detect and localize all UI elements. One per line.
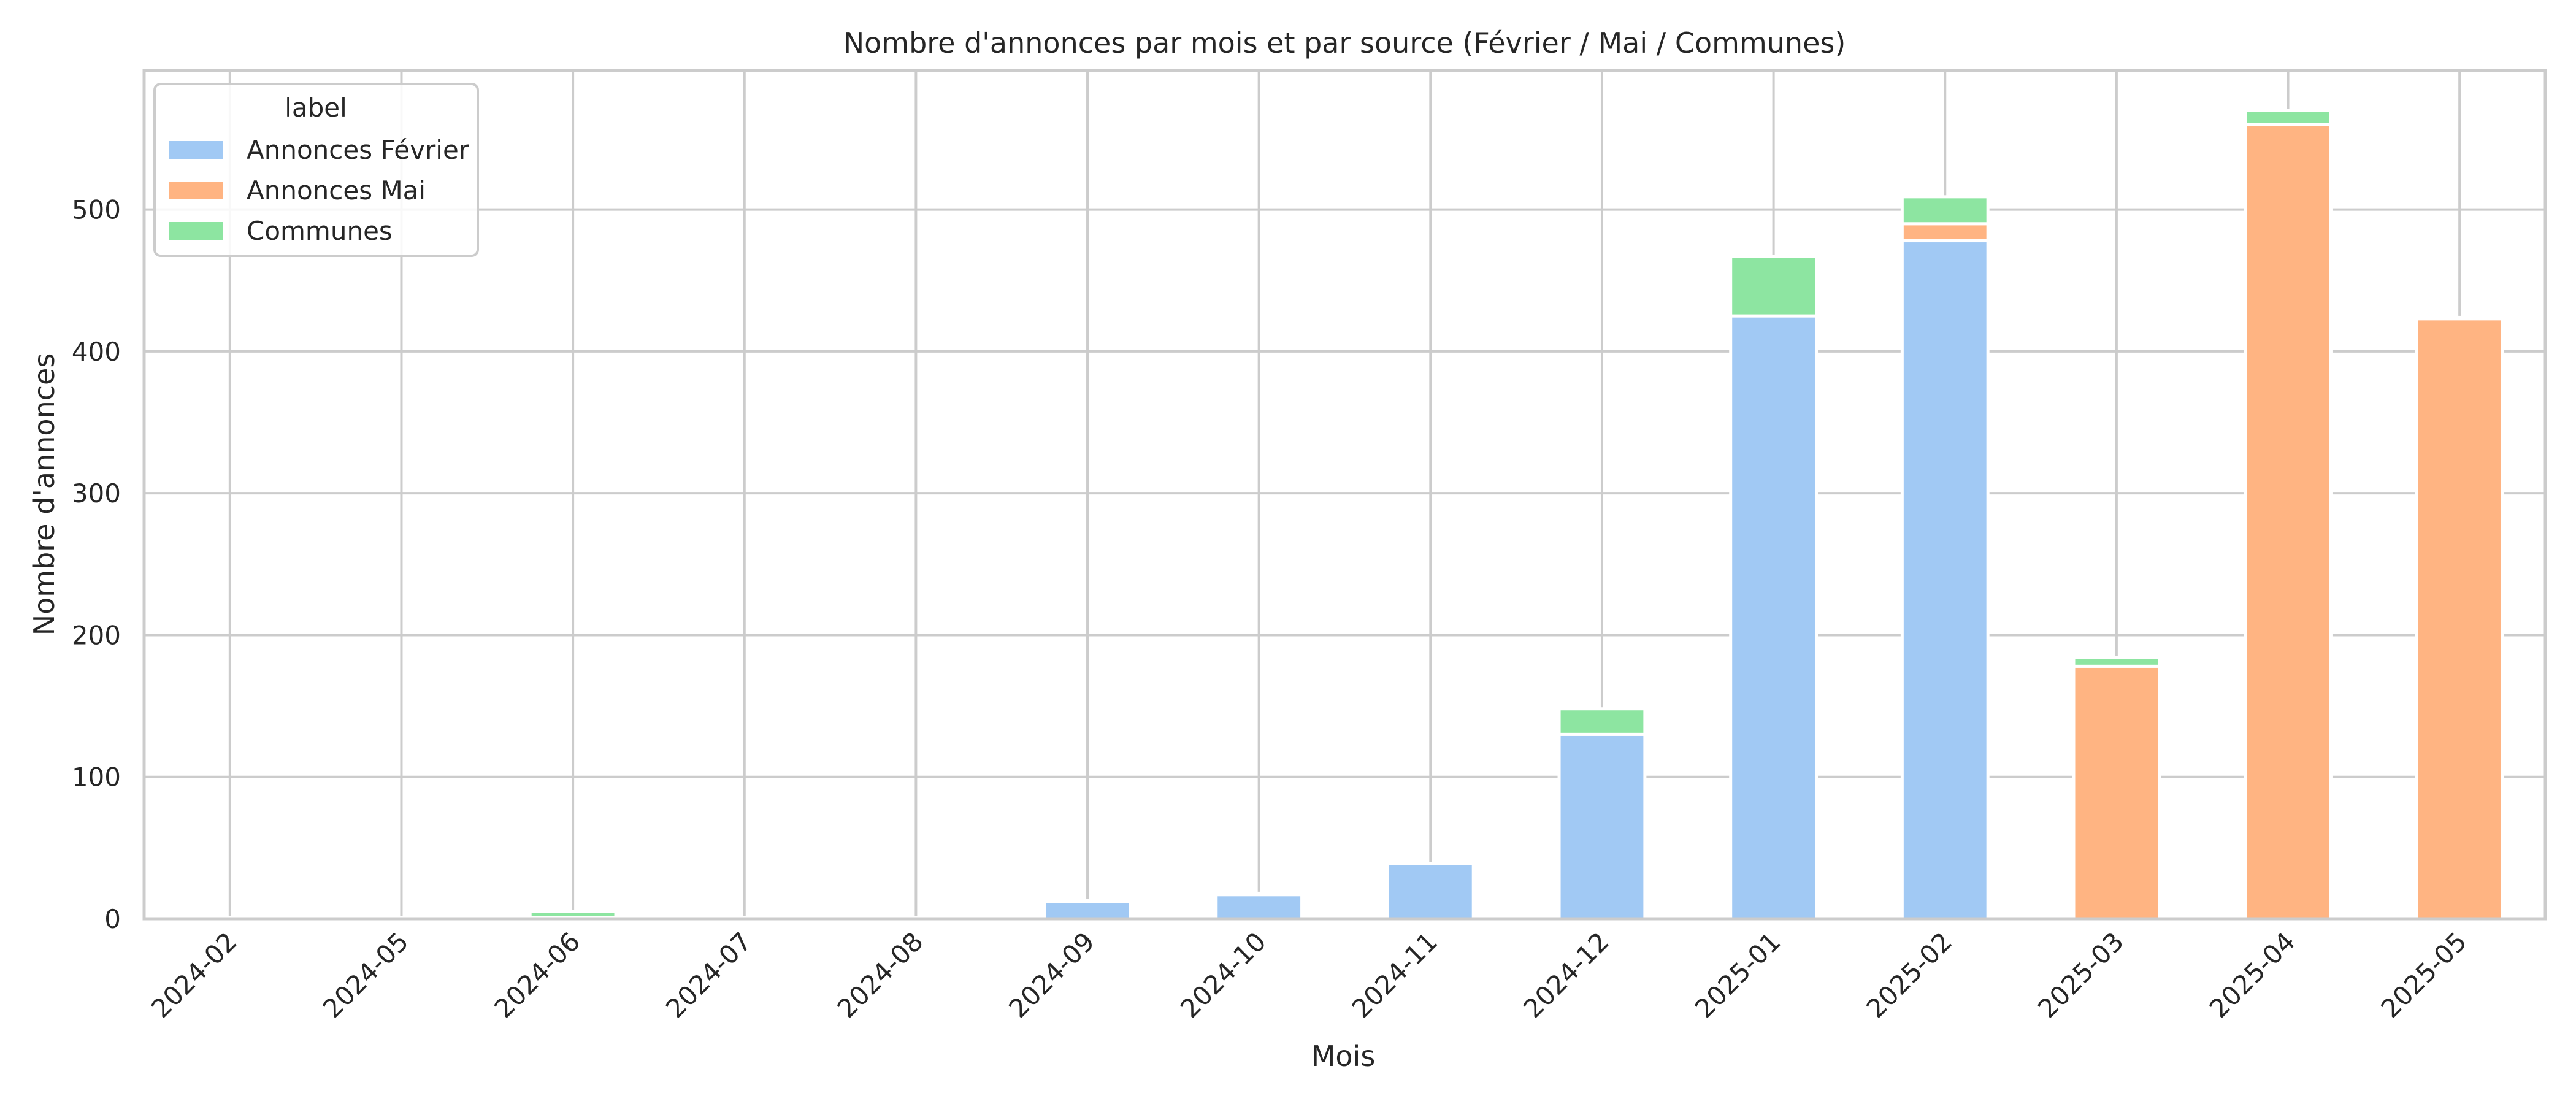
bar-segment [1557,707,1647,736]
legend-items: Annonces Février Annonces Mai Communes [169,135,470,246]
bar-segment [528,910,618,919]
legend-title: label [285,93,347,123]
bar-segment [2244,123,2333,921]
y-ticks: 0 100 200 300 400 500 [72,195,121,934]
bar-segment [1900,239,1990,921]
y-tick-label: 300 [72,478,121,508]
bar-segment [1900,222,1990,243]
x-axis-label: Mois [1311,1040,1376,1073]
y-tick-label: 200 [72,620,121,650]
bar-segment [1900,195,1990,226]
legend-swatch [169,141,223,159]
bar-segment [1557,732,1647,921]
bars [185,109,2504,921]
bar-segment [1043,899,1132,903]
legend-swatch [169,182,223,199]
bar-segment [2415,317,2504,921]
bar-segment [1386,862,1475,921]
legend-entry: Communes [247,216,393,246]
plot-frame [142,69,2547,921]
legend-box [153,83,479,257]
bar-segment [1214,891,1304,897]
y-tick-label: 500 [72,195,121,225]
y-axis-label: Nombre d'annonces [28,353,61,636]
legend-entry: Annonces Mai [247,175,426,205]
legend-entry: Annonces Février [247,135,470,165]
legend: label Annonces Février Annonces Mai Commun… [153,83,479,257]
bar-segment [2072,664,2161,921]
chart-title: Nombre d'annonces par mois et par source… [843,26,1846,59]
bar-segment [1043,900,1132,921]
legend-swatch [169,222,223,240]
y-tick-label: 0 [104,904,121,934]
bar-segment [2072,656,2161,668]
bar-segment [1729,314,1819,921]
bar-segment [1729,255,1819,318]
y-tick-label: 100 [72,762,121,792]
bar-segment [2415,315,2504,321]
bar-segment [2244,109,2333,126]
y-tick-label: 400 [72,337,121,367]
bar-segment [1214,893,1304,921]
